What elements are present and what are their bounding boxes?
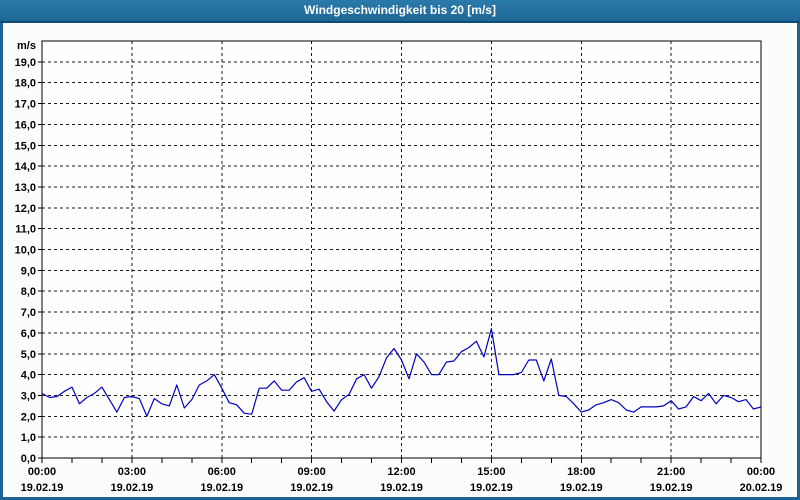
svg-text:6,0: 6,0	[21, 328, 36, 340]
svg-text:20.02.19: 20.02.19	[740, 482, 783, 494]
x-ticks	[41, 458, 762, 463]
svg-text:18,0: 18,0	[15, 78, 36, 90]
svg-text:7,0: 7,0	[21, 307, 36, 319]
x-date-labels: 19.02.19 19.02.19 19.02.19 19.02.19 19.02.19…	[21, 482, 783, 494]
svg-text:18:00: 18:00	[567, 466, 595, 478]
svg-text:19.02.19: 19.02.19	[21, 482, 64, 494]
svg-text:19.02.19: 19.02.19	[110, 482, 153, 494]
y-tick-labels: 0,0 1,0 2,0 3,0 4,0 5,0 6,0 7,0 8,0 9,0 10,0 11,0 12…	[15, 57, 42, 465]
svg-text:19.02.19: 19.02.19	[380, 482, 423, 494]
svg-text:12,0: 12,0	[15, 203, 36, 215]
svg-text:19,0: 19,0	[15, 57, 36, 69]
svg-text:14,0: 14,0	[15, 161, 36, 173]
svg-text:9,0: 9,0	[21, 265, 36, 277]
svg-text:19.02.19: 19.02.19	[560, 482, 603, 494]
svg-text:19.02.19: 19.02.19	[470, 482, 513, 494]
window-title: Windgeschwindigkeit bis 20 [m/s]	[304, 3, 496, 17]
svg-text:13,0: 13,0	[15, 182, 36, 194]
series-line	[41, 328, 762, 417]
svg-text:15,0: 15,0	[15, 140, 36, 152]
svg-text:15:00: 15:00	[477, 466, 505, 478]
x-tick-labels: 00:00 03:00 06:00 09:00 12:00 15:00 18:00 21:00…	[28, 466, 775, 478]
svg-text:12:00: 12:00	[387, 466, 415, 478]
svg-text:16,0: 16,0	[15, 119, 36, 131]
svg-text:5,0: 5,0	[21, 349, 36, 361]
svg-text:0,0: 0,0	[21, 453, 36, 465]
svg-text:19.02.19: 19.02.19	[200, 482, 243, 494]
svg-text:10,0: 10,0	[15, 245, 36, 257]
svg-text:11,0: 11,0	[15, 224, 36, 236]
svg-text:4,0: 4,0	[21, 370, 36, 382]
svg-text:19.02.19: 19.02.19	[290, 482, 333, 494]
svg-text:1,0: 1,0	[21, 432, 36, 444]
svg-text:17,0: 17,0	[15, 99, 36, 111]
svg-text:03:00: 03:00	[118, 466, 146, 478]
svg-text:19.02.19: 19.02.19	[650, 482, 693, 494]
window-titlebar[interactable]: Windgeschwindigkeit bis 20 [m/s]	[0, 0, 800, 23]
svg-text:3,0: 3,0	[21, 390, 36, 402]
svg-text:00:00: 00:00	[747, 466, 775, 478]
svg-text:06:00: 06:00	[208, 466, 236, 478]
svg-text:2,0: 2,0	[21, 411, 36, 423]
plot-area	[41, 40, 762, 459]
unit-label: m/s	[17, 40, 36, 52]
svg-text:8,0: 8,0	[21, 286, 36, 298]
svg-text:09:00: 09:00	[298, 466, 326, 478]
svg-text:21:00: 21:00	[657, 466, 685, 478]
svg-text:00:00: 00:00	[28, 466, 56, 478]
